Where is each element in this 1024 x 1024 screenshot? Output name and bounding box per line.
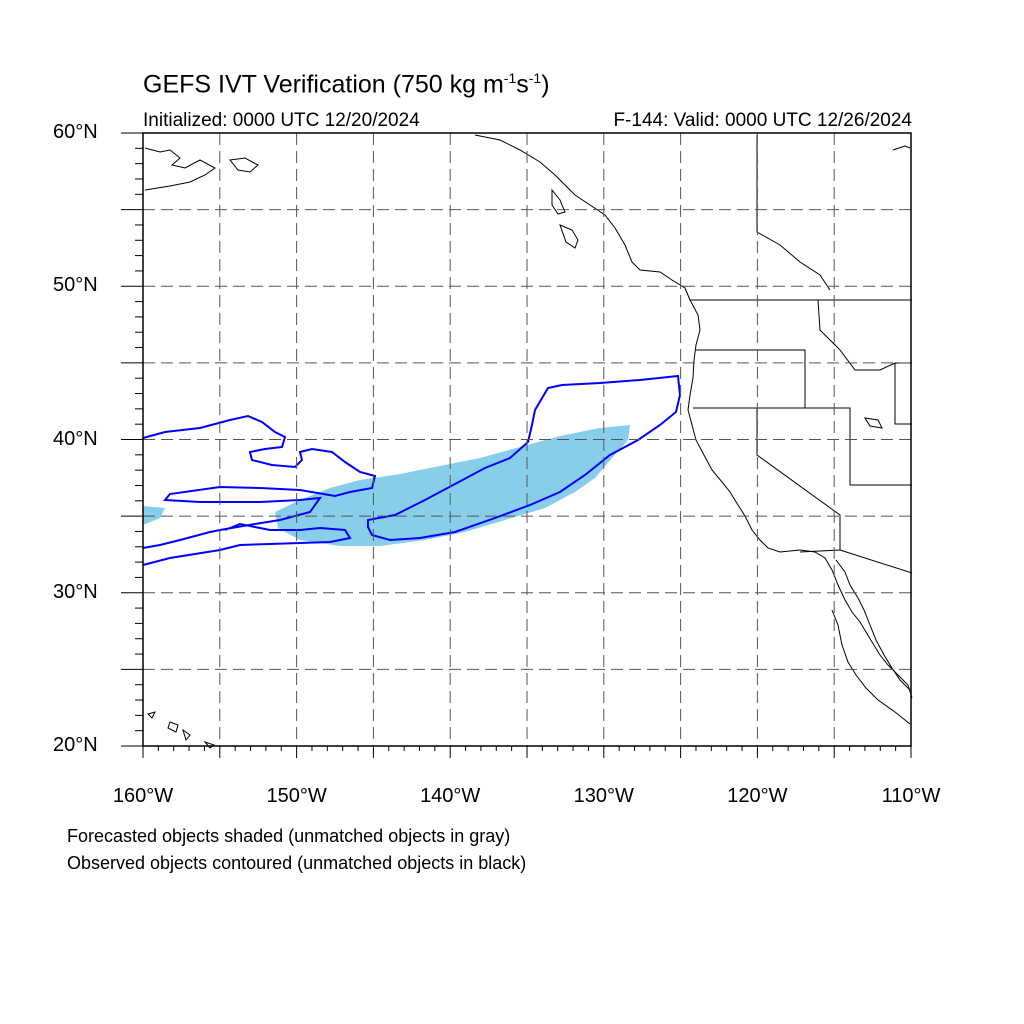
observed-contour-main bbox=[142, 414, 377, 566]
valid-time: F-144: Valid: 0000 UTC 12/26/2024 bbox=[613, 110, 912, 131]
map-frame bbox=[142, 132, 912, 747]
lon-label: 140°W bbox=[420, 785, 481, 807]
lat-label: 30°N bbox=[53, 580, 98, 603]
forecast-object-west bbox=[143, 506, 165, 525]
coastlines bbox=[144, 134, 913, 749]
lon-label: 120°W bbox=[727, 785, 788, 807]
lon-label: 110°W bbox=[881, 785, 941, 807]
grid-lines bbox=[143, 133, 911, 746]
lat-label: 60°N bbox=[53, 121, 98, 143]
note-observed: Observed objects contoured (unmatched ob… bbox=[67, 853, 527, 873]
lat-label: 20°N bbox=[53, 734, 98, 756]
initialized-time: Initialized: 0000 UTC 12/20/2024 bbox=[143, 110, 420, 131]
lat-label: 40°N bbox=[53, 427, 98, 450]
lon-label: 130°W bbox=[573, 785, 634, 807]
observed-contour-east bbox=[367, 374, 682, 542]
note-forecast: Forecasted objects shaded (unmatched obj… bbox=[67, 826, 511, 846]
lon-label: 160°W bbox=[112, 785, 174, 807]
lat-label: 50°N bbox=[53, 274, 98, 297]
lon-label: 150°W bbox=[266, 785, 327, 807]
map-title: GEFS IVT Verification (750 kg m-1s-1) bbox=[143, 70, 550, 99]
tick-marks bbox=[121, 132, 912, 758]
borders bbox=[690, 135, 913, 574]
